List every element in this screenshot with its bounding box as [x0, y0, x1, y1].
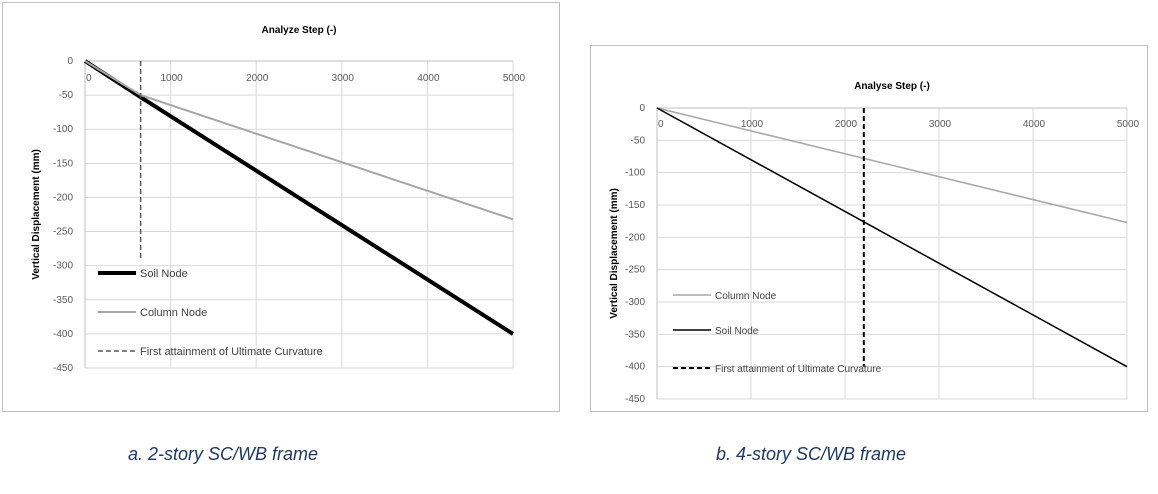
y-tick-label: 0: [639, 103, 645, 114]
legend-label: Column Node: [140, 307, 207, 319]
chart-panel-b: 0 1000 2000 3000 4000 5000 0 -50 -100 -150 -200 -25…: [590, 45, 1148, 412]
x-tick-label: 4000: [417, 73, 440, 84]
y-tick-label: -450: [53, 363, 73, 374]
y-tick-label: -200: [53, 192, 73, 203]
y-tick-label: -150: [625, 200, 645, 211]
x-tick-label: 0: [86, 73, 92, 84]
series-line-1: [656, 107, 1128, 224]
y-tick-label: -250: [625, 265, 645, 276]
y-tick-label: -350: [53, 295, 73, 306]
x-tick-label: 3000: [332, 73, 355, 84]
y-tick-label: -350: [625, 329, 645, 340]
x-tick-label: 1000: [741, 119, 764, 130]
y-axis-title: Vertical Displacement (mm): [31, 149, 42, 280]
x-tick-label: 2000: [246, 73, 269, 84]
x-tick-label: 1000: [160, 73, 183, 84]
x-tick-label: 2000: [835, 119, 858, 130]
legend-label: Column Node: [715, 291, 777, 302]
x-tick-label: 3000: [929, 119, 952, 130]
chart-panel-a: 0 1000 2000 3000 4000 5000 0 -50 -100 -150 -200 -25…: [2, 2, 560, 412]
y-tick-label: -200: [625, 232, 645, 243]
legend-label: Soil Node: [140, 268, 188, 280]
y-tick-label: -250: [53, 227, 73, 238]
x-tick-label: 0: [658, 119, 664, 130]
y-tick-label: -400: [625, 362, 645, 373]
y-tick-label: 0: [67, 56, 73, 67]
x-tick-label: 5000: [503, 73, 526, 84]
y-tick-label: -50: [59, 90, 74, 101]
x-tick-label: 4000: [1023, 119, 1046, 130]
y-tick-label: -50: [631, 135, 646, 146]
caption-a: a. 2-story SC/WB frame: [128, 444, 319, 464]
y-tick-label: -100: [53, 124, 73, 135]
y-tick-label: -450: [625, 394, 645, 405]
y-tick-label: -150: [53, 158, 73, 169]
y-axis-title: Vertical Displacement (mm): [609, 188, 620, 319]
chart-a-svg: 0 1000 2000 3000 4000 5000 0 -50 -100 -150 -200 -25…: [31, 25, 526, 374]
x-axis-title: Analyse Step (-): [854, 81, 930, 92]
caption-b: b. 4-story SC/WB frame: [716, 444, 907, 464]
legend-label: Soil Node: [715, 326, 759, 337]
y-tick-label: -400: [53, 329, 73, 340]
y-tick-label: -300: [53, 261, 73, 272]
y-tick-label: -100: [625, 168, 645, 179]
legend-label: First attainment of Ultimate Curvature: [715, 364, 882, 375]
series-line-2: [656, 107, 1128, 368]
x-axis-title: Analyze Step (-): [261, 25, 336, 36]
legend-label: First attainment of Ultimate Curvature: [140, 346, 323, 358]
y-tick-label: -300: [625, 297, 645, 308]
x-tick-label: 5000: [1117, 119, 1140, 130]
chart-b-svg: 0 1000 2000 3000 4000 5000 0 -50 -100 -150 -200 -25…: [609, 81, 1140, 405]
